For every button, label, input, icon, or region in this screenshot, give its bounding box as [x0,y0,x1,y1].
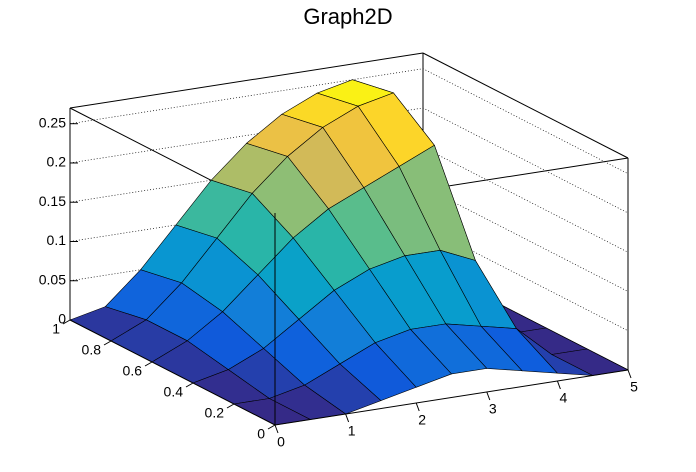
z-tick-label: 0.25 [39,114,66,130]
tick-mark [486,391,491,401]
chart-title: Graph2D [303,4,392,29]
y-tick-label: 0.8 [82,342,102,358]
tick-mark [185,382,194,388]
tick-mark [226,403,235,409]
x-tick-label: 5 [630,379,638,395]
tick-mark [274,424,279,434]
box-edge [69,52,424,109]
y-tick-label: 0.6 [123,363,143,379]
tick-mark [267,424,276,430]
x-tick-label: 3 [489,401,497,417]
box-edge [422,52,629,159]
y-axis [69,319,276,426]
x-axis [274,369,629,426]
y-tick-label: 0.4 [164,384,184,400]
z-tick-label: 0.15 [39,193,66,209]
z-tick-label: 0.05 [39,271,66,287]
tick-mark [627,369,632,379]
z-tick-label: 0.1 [47,232,67,248]
x-tick-label: 4 [560,390,568,406]
tick-mark [103,340,112,346]
z-tick-label: 0.2 [47,154,67,170]
tick-mark [345,413,350,423]
tick-mark [556,380,561,390]
tick-mark [62,319,71,325]
tick-mark [144,361,153,367]
z-tick-label: 0 [58,311,66,327]
x-tick-label: 1 [348,423,356,439]
y-tick-label: 0 [257,426,265,442]
y-tick-label: 1 [52,321,60,337]
y-tick-label: 0.2 [205,405,225,421]
tick-mark [415,402,420,412]
x-tick-label: 2 [418,412,426,428]
x-tick-label: 0 [277,434,285,450]
